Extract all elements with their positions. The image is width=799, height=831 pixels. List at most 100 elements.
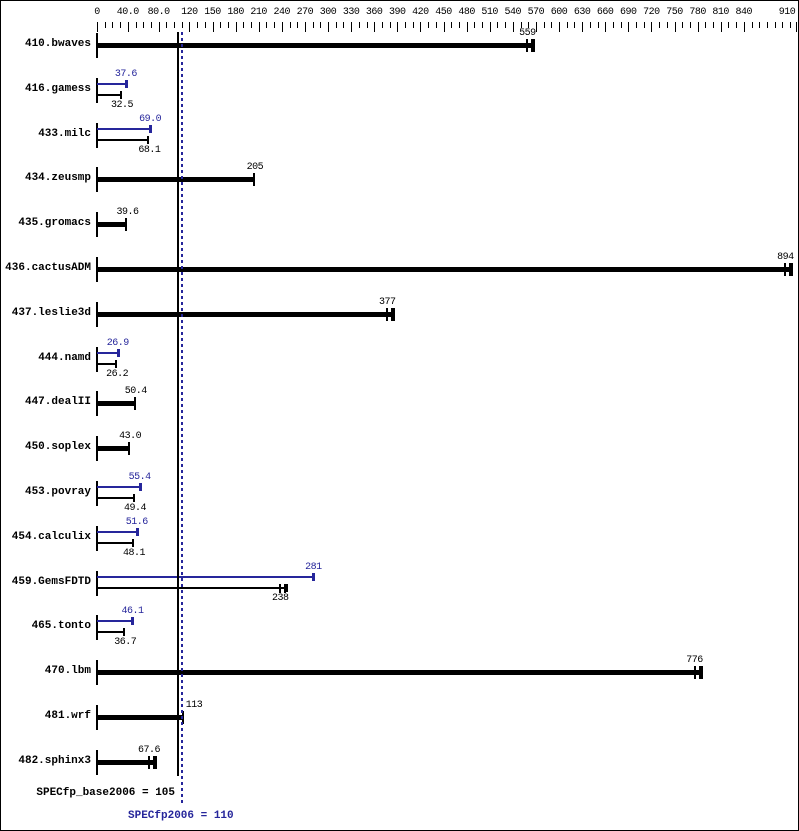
x-axis-tick	[328, 22, 329, 32]
peak-bar-endcap	[312, 572, 316, 581]
base-run-tick	[391, 307, 394, 321]
x-axis-tick	[312, 22, 314, 28]
x-axis-tick-label: 390	[389, 7, 406, 18]
x-axis-tick	[289, 22, 291, 28]
x-axis-tick	[428, 22, 430, 28]
base-bar	[97, 43, 536, 48]
bar-start-baseline	[96, 570, 98, 596]
x-axis-tick	[405, 22, 406, 28]
base-value-label: 50.4	[124, 386, 148, 398]
bar-start-baseline	[96, 346, 98, 372]
x-axis-tick	[497, 22, 499, 28]
base-bar-endcap	[133, 494, 136, 502]
peak-value-label: 46.1	[121, 606, 144, 618]
x-axis-tick	[796, 22, 797, 32]
base-value-label: 26.2	[106, 368, 129, 380]
x-axis-tick	[150, 22, 152, 28]
x-axis-tick-label: 780	[689, 7, 706, 18]
x-axis-tick	[320, 22, 322, 28]
base-bar-endcap	[120, 90, 123, 99]
x-axis-tick-label: 330	[342, 7, 360, 18]
x-axis-tick	[628, 22, 630, 32]
base-value-label: 559	[519, 28, 536, 39]
base-bar	[97, 497, 136, 499]
base-bar	[97, 267, 794, 272]
base-bar	[97, 586, 289, 589]
base-run-tick	[148, 755, 151, 769]
x-axis-tick	[620, 22, 622, 28]
base-bar-endcap	[155, 755, 158, 769]
x-axis-tick-label: 630	[573, 7, 591, 18]
benchmark-label: 433.milc	[38, 127, 91, 140]
x-axis-tick	[512, 22, 514, 32]
base-value-label: 68.1	[138, 144, 161, 156]
base-bar	[97, 541, 135, 544]
base-bar-endcap	[123, 628, 126, 637]
x-axis-tick	[389, 22, 391, 28]
x-axis-tick	[351, 22, 353, 32]
x-axis-tick	[443, 22, 445, 32]
benchmark-label: 465.tonto	[31, 620, 91, 633]
x-axis-tick	[204, 22, 206, 28]
x-axis-tick	[697, 22, 699, 32]
x-axis-tick	[636, 22, 637, 28]
base-value-label: 113	[185, 700, 203, 711]
x-axis-tick	[566, 22, 568, 28]
benchmark-label: 450.soplex	[24, 441, 91, 454]
peak-bar-endcap	[135, 527, 139, 536]
x-axis-tick	[505, 22, 507, 28]
benchmark-label: 482.sphinx3	[18, 754, 91, 767]
x-axis-tick	[435, 22, 437, 28]
base-bar-endcap	[700, 666, 703, 680]
base-bar	[97, 446, 131, 452]
x-axis-tick	[243, 22, 245, 28]
x-axis-tick-label: 540	[504, 7, 522, 18]
reference-line-base-105	[177, 32, 179, 776]
x-axis-tick-label: 0	[94, 7, 100, 18]
x-axis-tick-label: 910	[778, 7, 796, 18]
x-axis-tick-label: 240	[273, 7, 291, 18]
base-bar-endcap	[286, 583, 289, 592]
base-run-tick	[693, 666, 696, 680]
x-axis-tick-label: 420	[412, 7, 429, 18]
peak-bar-endcap	[149, 124, 153, 133]
base-bar-endcap	[147, 135, 150, 144]
reference-line-peak-110	[181, 32, 183, 804]
x-axis-tick	[412, 22, 414, 28]
x-axis-tick	[235, 22, 237, 32]
x-axis-tick	[574, 22, 576, 28]
base-value-label: 238	[271, 592, 289, 604]
benchmark-label: 416.gamess	[24, 82, 91, 95]
base-value-label: 43.0	[119, 431, 142, 443]
x-axis-tick	[120, 22, 122, 28]
base-value-label: 39.6	[116, 207, 139, 219]
x-axis-tick-label: 180	[227, 7, 244, 18]
base-bar-endcap	[132, 538, 135, 547]
x-axis-tick	[189, 22, 191, 32]
x-axis-tick	[274, 22, 276, 28]
base-bar	[97, 362, 118, 365]
x-axis-tick-label: 210	[250, 7, 267, 18]
x-axis-tick	[335, 22, 337, 28]
benchmark-label: 437.leslie3d	[11, 306, 91, 319]
x-axis-tick	[343, 22, 345, 28]
x-axis-tick-label: 660	[596, 7, 614, 18]
x-axis-tick	[304, 22, 306, 32]
x-axis-tick	[174, 22, 175, 28]
x-axis-tick	[543, 22, 545, 28]
benchmark-label: 410.bwaves	[24, 38, 91, 50]
benchmark-label: 434.zeusmp	[24, 172, 91, 185]
benchmark-label: 459.GemsFDTD	[11, 575, 91, 588]
base-value-label: 377	[379, 296, 396, 308]
base-run-tick	[279, 583, 282, 593]
x-axis-tick	[381, 22, 383, 28]
benchmark-label: 444.namd	[38, 351, 91, 364]
x-axis-tick	[158, 22, 160, 32]
x-axis-tick	[458, 22, 460, 28]
footer-peak-score: SPECfp2006 = 110	[128, 810, 234, 822]
x-axis-tick-label: 120	[181, 7, 198, 18]
x-axis-tick-label: 40.0	[116, 7, 140, 18]
x-axis-tick	[251, 22, 252, 28]
x-axis-tick	[97, 22, 98, 32]
base-run-tick	[789, 263, 792, 276]
